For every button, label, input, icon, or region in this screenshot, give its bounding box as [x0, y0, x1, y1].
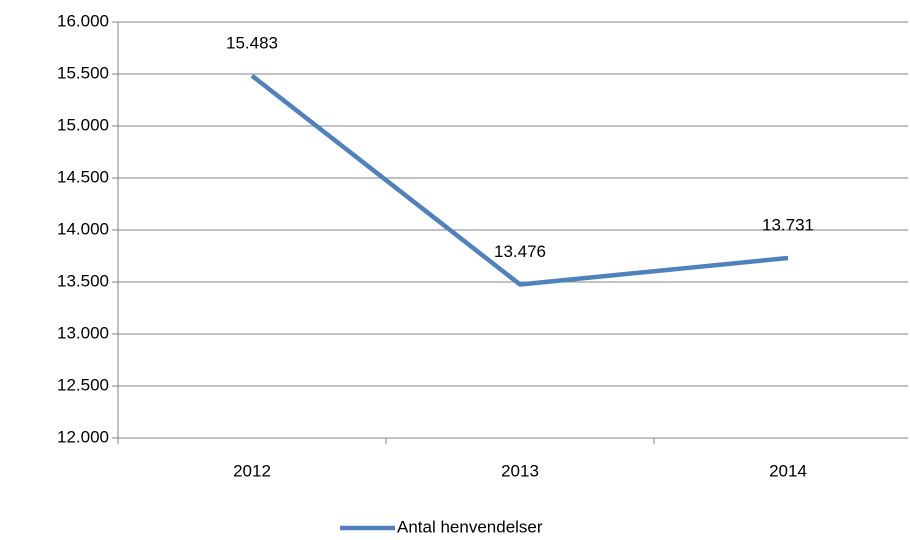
y-tick-label: 12.000 [57, 427, 109, 446]
y-tick-label: 15.000 [57, 115, 109, 134]
x-tick-label: 2014 [769, 461, 807, 480]
data-label: 15.483 [226, 33, 278, 52]
y-tick-label: 13.500 [57, 271, 109, 290]
y-tick-label: 12.500 [57, 375, 109, 394]
data-label: 13.476 [494, 242, 546, 261]
legend-label: Antal henvendelser [397, 517, 543, 536]
y-tick-label: 14.000 [57, 219, 109, 238]
y-tick-label: 14.500 [57, 167, 109, 186]
data-label: 13.731 [762, 215, 814, 234]
y-tick-label: 16.000 [57, 11, 109, 30]
y-tick-label: 13.000 [57, 323, 109, 342]
data-line [250, 73, 789, 287]
x-tick-label: 2013 [501, 461, 539, 480]
x-tick-label: 2012 [233, 461, 271, 480]
y-tick-label: 15.500 [57, 63, 109, 82]
